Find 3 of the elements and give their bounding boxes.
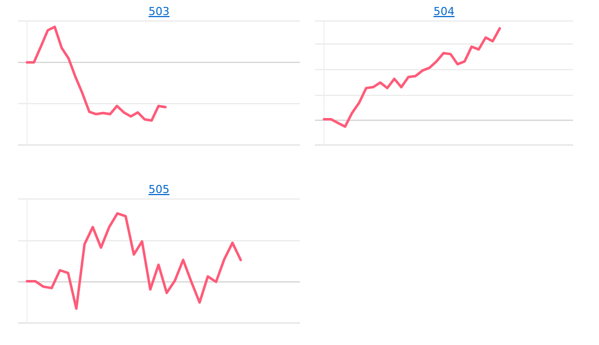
chart-title: 503 xyxy=(148,5,170,18)
chart-title: 504 xyxy=(434,5,454,18)
chart-title: 505 xyxy=(148,183,170,196)
